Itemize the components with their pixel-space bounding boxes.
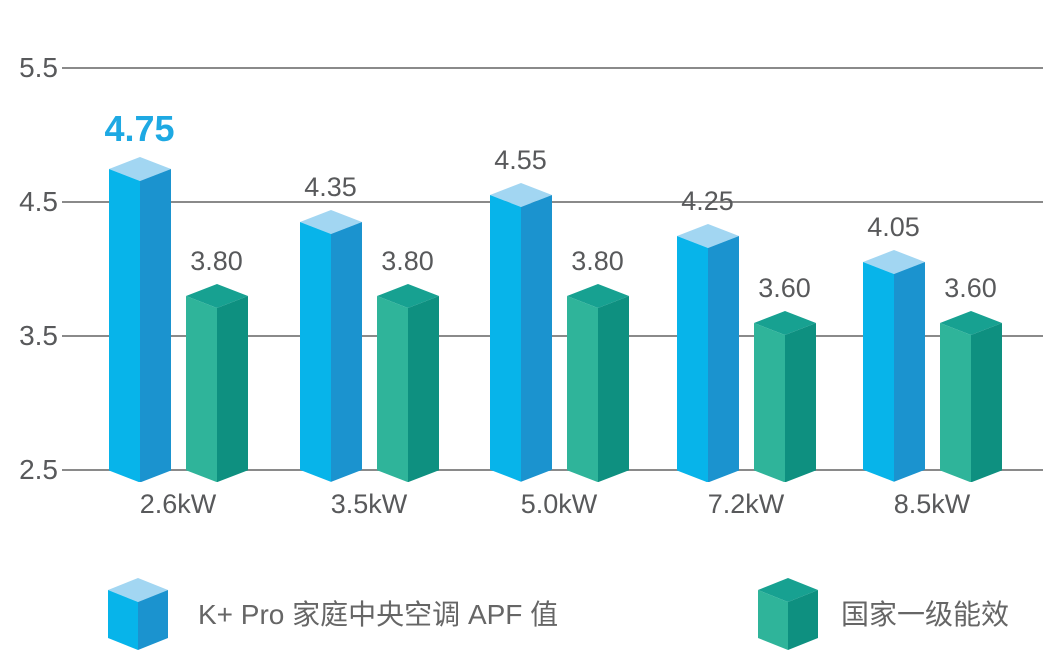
- cuboid-top-face: [862, 250, 925, 275]
- cuboid-right-face: [707, 235, 739, 482]
- cuboid-right-face: [139, 168, 171, 482]
- legend-item-label: 国家一级能效: [841, 599, 1010, 630]
- cuboid-left-face: [862, 262, 894, 482]
- gridline: [62, 469, 1043, 471]
- bar-green-7.2kW: [753, 310, 816, 487]
- cuboid-right-face: [330, 222, 362, 482]
- bar-green-2.6kW: [185, 283, 248, 487]
- legend-item-label: K+ Pro 家庭中央空调 APF 值: [198, 599, 559, 630]
- bar-blue-5.0kW: [489, 183, 552, 487]
- cuboid-right-face: [520, 195, 552, 482]
- cuboid-left-face: [566, 295, 598, 482]
- cuboid-top-face: [376, 283, 439, 308]
- y-axis-tick-label: 2.5: [19, 454, 58, 485]
- bar-green-3.5kW: [376, 283, 439, 487]
- cuboid-right-face: [893, 262, 925, 482]
- cuboid-right-face: [138, 590, 168, 650]
- cuboid-left-face: [376, 295, 408, 482]
- x-axis-category-label: 7.2kW: [707, 489, 785, 519]
- bar-value-label: 3.80: [381, 245, 434, 276]
- x-axis-category-label: 8.5kW: [893, 489, 971, 519]
- bar-value-label-highlight: 4.75: [104, 107, 175, 149]
- bar-blue-3.5kW: [299, 210, 362, 487]
- bar-value-label: 3.80: [571, 245, 624, 276]
- cuboid-left-face: [185, 295, 217, 482]
- cuboid-left-face: [753, 322, 785, 482]
- cuboid-right-face: [970, 322, 1002, 482]
- cuboid-right-face: [784, 322, 816, 482]
- bar-blue-7.2kW: [676, 223, 739, 488]
- y-axis-tick-label: 5.5: [19, 52, 58, 83]
- bar-value-label: 4.25: [681, 185, 734, 216]
- cuboid-left-face: [676, 235, 708, 482]
- bar-blue-2.6kW: [108, 156, 171, 488]
- x-axis-category-label: 2.6kW: [139, 489, 217, 519]
- y-axis-tick-label: 4.5: [19, 186, 58, 217]
- gridline: [62, 67, 1043, 69]
- bar-value-label: 4.05: [867, 212, 920, 243]
- bar-blue-8.5kW: [862, 250, 925, 487]
- y-axis-tick-label: 3.5: [19, 320, 58, 351]
- cuboid-left-face: [489, 195, 521, 482]
- cuboid-right-face: [407, 295, 439, 482]
- cuboid-right-face: [216, 295, 248, 482]
- gridline: [62, 201, 1043, 203]
- bar-value-label: 4.55: [494, 145, 547, 176]
- legend-swatch-blue-cube-icon: [108, 578, 168, 655]
- cuboid-left-face: [939, 322, 971, 482]
- bar-green-8.5kW: [939, 310, 1002, 487]
- cuboid-top-face: [489, 183, 552, 208]
- cuboid-left-face: [108, 168, 140, 482]
- bar-green-5.0kW: [566, 283, 629, 487]
- bar-value-label: 3.60: [758, 272, 811, 303]
- legend-swatch-green-cube-icon: [758, 578, 818, 655]
- gridline: [62, 335, 1043, 337]
- cuboid-right-face: [788, 590, 818, 650]
- x-axis-category-label: 3.5kW: [330, 489, 408, 519]
- cuboid-left-face: [299, 222, 331, 482]
- bar-value-label: 3.60: [944, 272, 997, 303]
- bar-value-label: 3.80: [190, 245, 243, 276]
- x-axis-category-label: 5.0kW: [520, 489, 598, 519]
- bar-value-label: 4.35: [304, 172, 357, 203]
- cuboid-right-face: [597, 295, 629, 482]
- cuboid-top-face: [185, 283, 248, 308]
- cuboid-top-face: [566, 283, 629, 308]
- cuboid-left-face: [758, 590, 788, 650]
- cuboid-left-face: [108, 590, 138, 650]
